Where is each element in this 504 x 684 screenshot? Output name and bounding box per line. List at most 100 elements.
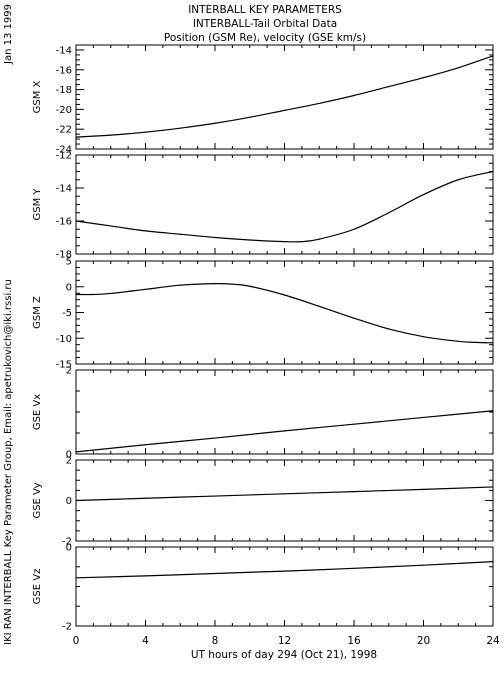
panel-frame bbox=[75, 459, 494, 542]
x-tick-label: 20 bbox=[417, 635, 430, 647]
data-point bbox=[283, 241, 286, 243]
y-axis-label: GSE Vz bbox=[32, 569, 43, 605]
data-point bbox=[75, 499, 77, 502]
data-point bbox=[492, 561, 494, 563]
data-point bbox=[214, 122, 216, 124]
data-point bbox=[422, 488, 425, 490]
chart-title-line3: Position (GSM Re), velocity (GSE km/s) bbox=[164, 32, 366, 44]
data-point bbox=[492, 342, 494, 344]
y-tick-label: -2 bbox=[62, 622, 72, 633]
x-tick-label: 4 bbox=[142, 635, 149, 647]
data-point bbox=[353, 94, 355, 97]
panel-frame bbox=[75, 546, 494, 627]
panel-5: -2 0 2 GSE Vy bbox=[32, 456, 494, 548]
y-tick-label: -12 bbox=[56, 151, 72, 162]
panel-6: -2 0 GSE Vz bbox=[32, 543, 494, 633]
y-axis-label: GSE Vx bbox=[32, 394, 43, 430]
data-point bbox=[75, 136, 77, 138]
data-point bbox=[214, 437, 216, 439]
data-point bbox=[214, 236, 216, 239]
panel-4: 0 2 GSE Vx bbox=[32, 366, 494, 461]
credit-label: IKI RAN INTERBALL Key Parameter Group, E… bbox=[3, 279, 14, 645]
y-tick-label: 0 bbox=[66, 282, 72, 293]
x-tick-label: 16 bbox=[347, 635, 361, 647]
y-tick-label: -5 bbox=[62, 308, 72, 319]
data-point bbox=[110, 134, 112, 136]
series-line-gsm-x bbox=[75, 55, 494, 138]
y-tick-label: 2 bbox=[66, 366, 72, 377]
series-line-gsm-z bbox=[75, 283, 494, 344]
chart-title-line1: INTERBALL KEY PARAMETERS bbox=[188, 4, 342, 16]
data-point bbox=[457, 67, 459, 69]
y-axis-label: GSM Z bbox=[32, 296, 43, 329]
data-point bbox=[249, 239, 251, 241]
data-point bbox=[318, 238, 320, 240]
y-axis-label: GSM X bbox=[32, 80, 43, 113]
data-point bbox=[283, 294, 286, 296]
data-point bbox=[249, 285, 251, 287]
data-point bbox=[214, 572, 216, 575]
date-stamp: Jan 13 1999 bbox=[3, 4, 14, 65]
y-tick-label: -18 bbox=[56, 250, 72, 261]
y-tick-label: -15 bbox=[56, 360, 72, 371]
data-point bbox=[144, 230, 147, 232]
x-axis-label: UT hours of day 294 (Oct 21), 1998 bbox=[191, 649, 377, 661]
data-point bbox=[422, 336, 425, 338]
data-point bbox=[475, 341, 477, 343]
data-point bbox=[231, 283, 233, 285]
y-tick-label: -24 bbox=[56, 145, 72, 156]
panel-3: -15 -10 -5 0 5 GSM Z bbox=[32, 257, 494, 371]
data-point bbox=[353, 228, 355, 230]
y-tick-label: 0 bbox=[66, 496, 72, 507]
y-tick-label: -16 bbox=[56, 217, 72, 228]
y-tick-label: 0 bbox=[66, 450, 72, 461]
data-point bbox=[492, 410, 494, 412]
data-point bbox=[457, 179, 459, 181]
data-point bbox=[492, 170, 494, 173]
data-point bbox=[422, 77, 425, 79]
y-tick-label: -14 bbox=[56, 184, 72, 195]
y-tick-label: -20 bbox=[56, 105, 72, 116]
data-point bbox=[301, 241, 303, 243]
data-point bbox=[388, 86, 390, 88]
panel-1: -24 -22 -20 -18 -16 -14 GSM X bbox=[32, 44, 494, 156]
data-point bbox=[422, 194, 425, 196]
chart-title-line2: INTERBALL-Tail Orbital Data bbox=[193, 18, 337, 30]
data-point bbox=[388, 212, 390, 214]
data-point bbox=[283, 493, 286, 495]
data-point bbox=[179, 127, 181, 129]
y-tick-label: -18 bbox=[56, 85, 72, 96]
data-point bbox=[110, 292, 112, 295]
data-point bbox=[353, 567, 355, 569]
x-tick-label: 8 bbox=[212, 635, 219, 647]
y-tick-label: -2 bbox=[62, 537, 72, 548]
data-point bbox=[75, 451, 77, 453]
data-point bbox=[75, 293, 77, 296]
data-point bbox=[388, 328, 390, 330]
x-tick-label: 24 bbox=[486, 635, 500, 647]
data-point bbox=[110, 225, 112, 227]
data-point bbox=[179, 284, 181, 286]
x-tick-label: 12 bbox=[278, 635, 291, 647]
data-point bbox=[249, 116, 251, 118]
series-line-gsm-y bbox=[75, 170, 494, 243]
series-line-gse-vz bbox=[75, 561, 494, 579]
panel-frame bbox=[75, 260, 494, 365]
data-point bbox=[283, 109, 286, 111]
y-tick-label: 2 bbox=[66, 456, 72, 467]
panel-frame bbox=[75, 154, 494, 255]
data-point bbox=[144, 575, 147, 577]
y-tick-label: -14 bbox=[56, 45, 72, 56]
y-tick-label: -16 bbox=[56, 65, 72, 76]
data-point bbox=[92, 293, 94, 296]
data-point bbox=[144, 444, 147, 446]
data-point bbox=[214, 283, 216, 285]
panel-frame bbox=[75, 369, 494, 455]
data-point bbox=[318, 305, 320, 307]
y-tick-label: 0 bbox=[66, 543, 72, 554]
x-tick-label: 0 bbox=[73, 635, 80, 647]
data-point bbox=[179, 233, 181, 235]
data-point bbox=[492, 486, 494, 488]
